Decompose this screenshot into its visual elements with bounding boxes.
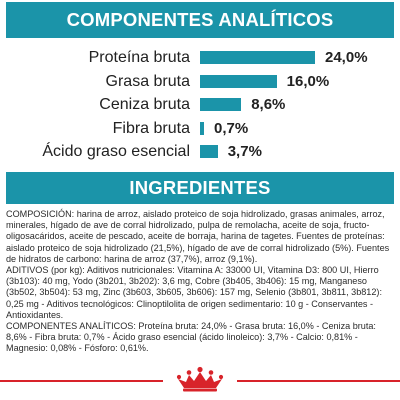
component-value: 3,7% xyxy=(227,143,262,160)
component-value: 0,7% xyxy=(214,119,249,137)
component-bar xyxy=(200,121,204,135)
crown-icon xyxy=(176,366,224,392)
component-value: 24,0% xyxy=(325,49,368,66)
component-row: Proteína bruta 24,0% xyxy=(0,46,400,70)
component-label: Fibra bruta xyxy=(112,119,190,137)
ingredients-text: COMPOSICIÓN: harina de arroz, aislado pr… xyxy=(6,209,390,354)
component-value: 16,0% xyxy=(286,72,330,90)
component-bar xyxy=(200,51,315,64)
component-bar xyxy=(200,98,242,111)
footer-divider-left xyxy=(0,380,163,382)
component-value: 8,6% xyxy=(251,96,286,113)
component-row: Grasa bruta 16,0% xyxy=(0,70,400,94)
component-bar xyxy=(200,74,277,88)
component-row: Ácido graso esencial 3,7% xyxy=(0,140,400,164)
component-label: Proteína bruta xyxy=(88,49,190,66)
component-row: Fibra bruta 0,7% xyxy=(0,117,400,141)
components-list: Proteína bruta 24,0% Grasa bruta 16,0% C… xyxy=(0,46,400,164)
component-label: Ácido graso esencial xyxy=(42,143,190,160)
component-row: Ceniza bruta 8,6% xyxy=(0,93,400,117)
ingredients-banner: INGREDIENTES xyxy=(6,172,394,204)
component-label: Grasa bruta xyxy=(105,72,190,90)
footer-divider-right xyxy=(237,380,400,382)
component-label: Ceniza bruta xyxy=(99,96,190,113)
components-banner: COMPONENTES ANALÍTICOS xyxy=(6,2,394,38)
component-bar xyxy=(200,145,218,158)
